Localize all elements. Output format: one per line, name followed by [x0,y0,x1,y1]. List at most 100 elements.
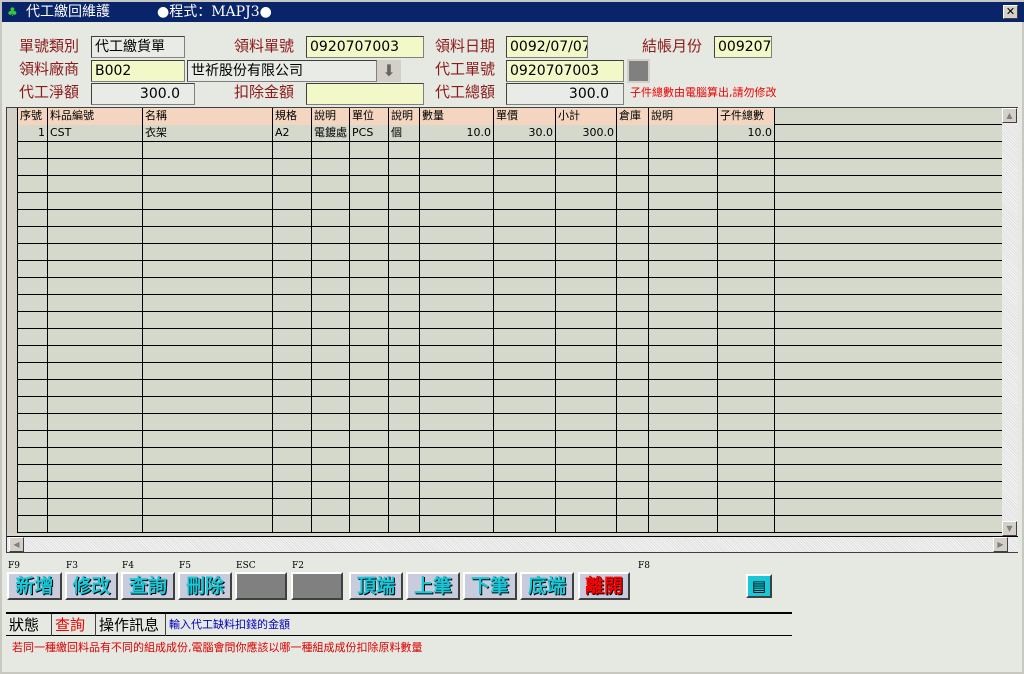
grid-cell[interactable] [718,312,775,329]
work-no-field[interactable]: 0920707003 [506,60,624,82]
grid-cell[interactable] [649,261,718,278]
grid-cell[interactable] [389,414,420,431]
work-no-lookup-button[interactable] [627,59,650,83]
table-row[interactable] [7,329,1002,346]
grid-cell[interactable] [18,142,48,159]
grid-cell[interactable] [617,431,649,448]
column-header[interactable]: 倉庫 [617,108,649,125]
grid-cell[interactable] [649,414,718,431]
grid-cell[interactable] [617,346,649,363]
grid-cell[interactable] [617,176,649,193]
grid-cell[interactable] [18,499,48,516]
grid-cell[interactable] [273,142,312,159]
grid-cell[interactable] [420,346,494,363]
grid-cell[interactable] [617,210,649,227]
grid-cell[interactable] [556,261,617,278]
row-selector[interactable] [7,431,18,448]
grid-cell[interactable] [48,516,143,533]
grid-cell[interactable]: PCS [350,125,389,142]
table-row[interactable] [7,465,1002,482]
grid-cell[interactable] [617,516,649,533]
grid-cell[interactable] [617,244,649,261]
grid-cell[interactable] [389,278,420,295]
grid-cell[interactable] [420,193,494,210]
column-header[interactable]: 說明 [312,108,350,125]
row-selector[interactable] [7,108,18,125]
grid-cell[interactable] [143,278,273,295]
grid-cell[interactable] [143,516,273,533]
table-row[interactable] [7,397,1002,414]
grid-cell[interactable] [649,499,718,516]
table-row[interactable] [7,227,1002,244]
grid-cell[interactable] [312,431,350,448]
grid-cell[interactable] [48,414,143,431]
grid-cell[interactable] [18,448,48,465]
row-selector[interactable] [7,499,18,516]
grid-cell[interactable] [18,431,48,448]
column-header[interactable]: 料品編號 [48,108,143,125]
grid-cell[interactable] [494,227,556,244]
grid-cell[interactable] [48,210,143,227]
table-row[interactable] [7,516,1002,533]
row-selector[interactable] [7,448,18,465]
grid-cell[interactable] [143,380,273,397]
grid-cell[interactable] [389,312,420,329]
grid-cell[interactable] [649,159,718,176]
toolbar-button-esc[interactable] [235,572,287,600]
toolbar-button-f5[interactable]: 刪除 [178,572,232,600]
grid-cell[interactable] [18,516,48,533]
grid-cell[interactable] [649,482,718,499]
table-row[interactable]: 1 CST 衣架 A2 電鍍處 PCS 個 10.0 30.0 300.0 10.0 [7,125,1002,142]
grid-cell[interactable] [48,380,143,397]
row-selector[interactable] [7,380,18,397]
grid-cell[interactable] [617,414,649,431]
toolbar-button-上筆[interactable]: 上筆 [406,572,460,600]
grid-cell[interactable] [273,244,312,261]
row-selector[interactable] [7,363,18,380]
grid-cell[interactable] [494,380,556,397]
grid-cell[interactable] [48,448,143,465]
column-header[interactable]: 說明 [649,108,718,125]
grid-cell[interactable] [556,499,617,516]
grid-cell[interactable] [350,380,389,397]
grid-cell[interactable] [18,397,48,414]
grid-cell[interactable] [718,159,775,176]
grid-cell[interactable] [556,142,617,159]
issue-no-field[interactable]: 0920707003 [306,36,424,58]
grid-cell[interactable] [494,465,556,482]
row-selector[interactable] [7,329,18,346]
grid-cell[interactable] [350,516,389,533]
grid-cell[interactable] [389,499,420,516]
toolbar-button-下筆[interactable]: 下筆 [463,572,517,600]
grid-cell[interactable] [312,414,350,431]
grid-cell[interactable] [617,142,649,159]
grid-cell[interactable] [494,414,556,431]
grid-cell[interactable] [420,278,494,295]
grid-cell[interactable] [649,244,718,261]
grid-cell[interactable] [718,261,775,278]
grid-cell[interactable] [556,465,617,482]
grid-cell[interactable] [48,244,143,261]
grid-cell[interactable] [420,380,494,397]
grid-cell[interactable]: 10.0 [718,125,775,142]
vendor-code-field[interactable]: B002 [91,60,185,82]
grid-cell[interactable] [556,176,617,193]
grid-cell[interactable] [143,346,273,363]
table-row[interactable] [7,210,1002,227]
grid-cell[interactable] [273,380,312,397]
grid-cell[interactable] [312,142,350,159]
column-header[interactable]: 序號 [18,108,48,125]
grid-cell[interactable] [143,142,273,159]
grid-cell[interactable] [420,312,494,329]
table-row[interactable] [7,244,1002,261]
grid-cell[interactable] [389,142,420,159]
grid-cell[interactable] [312,176,350,193]
toolbar-button-底端[interactable]: 底端 [520,572,574,600]
grid-cell[interactable] [420,244,494,261]
grid-cell[interactable] [649,465,718,482]
close-button[interactable]: ✕ [1003,5,1018,19]
grid-cell[interactable] [273,193,312,210]
toolbar-button-f3[interactable]: 修改 [65,572,118,600]
grid-cell[interactable] [494,431,556,448]
grid-cell[interactable] [494,397,556,414]
